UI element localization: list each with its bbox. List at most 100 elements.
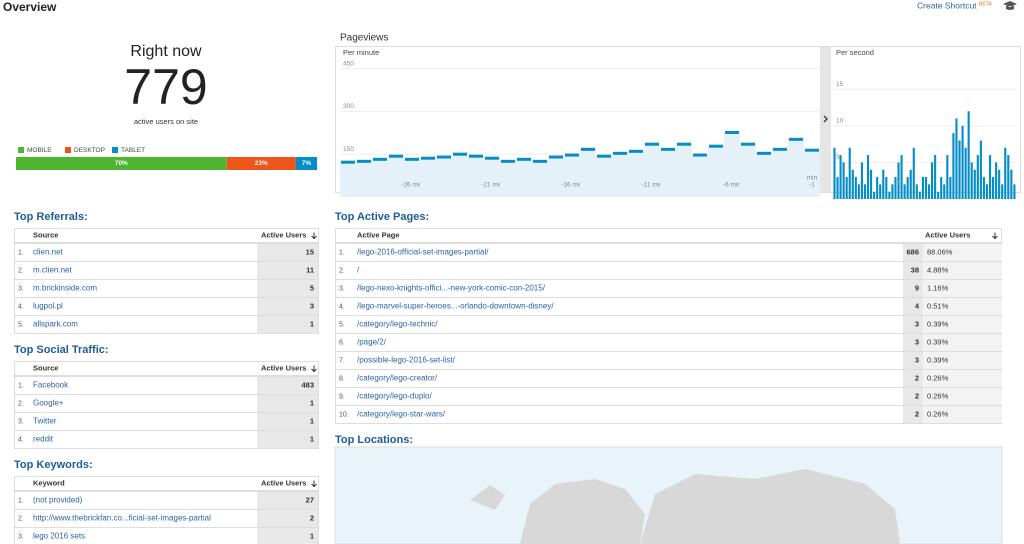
bar bbox=[961, 125, 964, 199]
bar bbox=[860, 162, 863, 199]
value-cell bbox=[903, 334, 923, 351]
bar bbox=[992, 177, 995, 199]
device-label: 23% bbox=[255, 160, 268, 167]
area-segment bbox=[660, 149, 676, 197]
chart-subtitle: Per second bbox=[836, 48, 874, 57]
row-value: 38 bbox=[911, 265, 919, 274]
row-share: 0.26% bbox=[927, 409, 949, 418]
legend-swatch bbox=[18, 147, 24, 153]
sort-arrow[interactable] bbox=[311, 480, 317, 488]
y-tick-label: 150 bbox=[343, 146, 354, 153]
bar bbox=[915, 184, 918, 199]
row-link[interactable]: Twitter bbox=[33, 417, 57, 426]
y-tick-label: 300 bbox=[343, 103, 354, 110]
row-link[interactable]: / bbox=[357, 266, 360, 275]
row-link[interactable]: (not provided) bbox=[33, 496, 83, 505]
value-cell bbox=[257, 316, 318, 333]
row-link[interactable]: Google+ bbox=[33, 399, 64, 408]
bar bbox=[879, 184, 882, 199]
row-link[interactable]: /page/2/ bbox=[357, 338, 387, 347]
sort-arrow[interactable] bbox=[311, 365, 317, 373]
row-value: 2 bbox=[310, 513, 314, 522]
row-link[interactable]: m.clien.net bbox=[33, 266, 72, 275]
bar bbox=[848, 147, 851, 199]
area-segment bbox=[580, 149, 596, 197]
row-link[interactable]: /category/lego-duplo/ bbox=[357, 392, 432, 401]
row-value: 11 bbox=[306, 265, 314, 274]
share-cell bbox=[923, 406, 1002, 423]
bar bbox=[973, 169, 976, 199]
table-header bbox=[14, 361, 319, 376]
bar bbox=[918, 191, 921, 199]
value-cell bbox=[257, 528, 318, 544]
row-link[interactable]: lugpol.pl bbox=[33, 302, 63, 311]
row-link[interactable]: /category/lego-creator/ bbox=[357, 374, 438, 383]
row-rank: 3. bbox=[18, 533, 24, 540]
bar bbox=[958, 140, 961, 199]
bar bbox=[985, 184, 989, 199]
bar bbox=[982, 177, 985, 199]
y-tick-label: 15 bbox=[836, 81, 844, 88]
row-value: 9 bbox=[915, 283, 919, 292]
row-link[interactable]: /category/lego-technic/ bbox=[357, 320, 438, 329]
bar bbox=[967, 111, 970, 199]
row-link[interactable]: allspark.com bbox=[33, 320, 78, 329]
row-rank: 3. bbox=[18, 285, 24, 292]
row-link[interactable]: /lego-2016-official-set-images-partial/ bbox=[357, 248, 489, 257]
row-value: 1 bbox=[310, 531, 314, 540]
row-link[interactable]: /possible-lego-2016-set-list/ bbox=[357, 356, 456, 365]
bar bbox=[854, 177, 857, 199]
row-link[interactable]: http://www.thebrickfan.co...ficial-set-i… bbox=[33, 514, 211, 523]
bar bbox=[949, 177, 952, 199]
area-segment bbox=[372, 159, 388, 197]
area-segment bbox=[420, 158, 436, 197]
bar bbox=[955, 118, 958, 199]
row-link[interactable]: /lego-nexo-knights-offici...-new-york-co… bbox=[357, 284, 546, 293]
bar bbox=[921, 177, 924, 199]
expand-arrow[interactable] bbox=[823, 115, 828, 123]
column-header[interactable]: Active Users bbox=[925, 230, 970, 239]
bar bbox=[998, 169, 1001, 199]
bar bbox=[995, 162, 998, 199]
section-title: Top Keywords: bbox=[14, 459, 93, 471]
row-rank: 2. bbox=[18, 400, 24, 407]
row-link[interactable]: reddit bbox=[33, 435, 54, 444]
row-link[interactable]: clien.net bbox=[33, 248, 64, 257]
shortcut-icon[interactable] bbox=[1003, 1, 1017, 10]
value-cell bbox=[257, 431, 318, 448]
share-cell bbox=[923, 334, 1002, 351]
bar bbox=[979, 140, 982, 199]
active-caption: active users on site bbox=[134, 117, 198, 126]
row-share: 0.26% bbox=[927, 391, 949, 400]
area-segment bbox=[772, 149, 788, 197]
row-share: 0.51% bbox=[927, 301, 949, 310]
row-link[interactable]: m.brickinside.com bbox=[33, 284, 97, 293]
share-cell bbox=[923, 262, 1002, 279]
bar bbox=[839, 155, 842, 199]
row-link[interactable]: /lego-marvel-super-heroes...-orlando-dow… bbox=[357, 302, 554, 311]
value-cell bbox=[257, 510, 318, 527]
column-header[interactable]: Active Users bbox=[261, 230, 306, 239]
row-rank: 1. bbox=[18, 382, 24, 389]
row-link[interactable]: Facebook bbox=[33, 381, 69, 390]
value-cell bbox=[257, 298, 318, 315]
create-shortcut[interactable]: Create Shortcut bbox=[917, 0, 977, 10]
device-bar bbox=[16, 157, 227, 170]
row-link[interactable]: /category/lego-star-wars/ bbox=[357, 410, 446, 419]
sort-arrow[interactable] bbox=[311, 232, 317, 240]
area-segment bbox=[676, 144, 692, 197]
sort-arrow[interactable] bbox=[992, 232, 998, 240]
area-segment bbox=[484, 158, 500, 197]
column-header[interactable]: Active Users bbox=[261, 478, 306, 487]
share-cell bbox=[923, 244, 1002, 261]
bar bbox=[912, 147, 915, 199]
row-share: 1.16% bbox=[927, 283, 949, 292]
area-segment bbox=[356, 161, 372, 197]
bar bbox=[976, 155, 979, 199]
row-link[interactable]: lego 2016 sets bbox=[33, 532, 85, 541]
row-value: 1 bbox=[310, 434, 314, 443]
area-segment bbox=[612, 153, 628, 197]
column-header[interactable]: Active Users bbox=[261, 363, 306, 372]
area-segment bbox=[500, 161, 516, 197]
